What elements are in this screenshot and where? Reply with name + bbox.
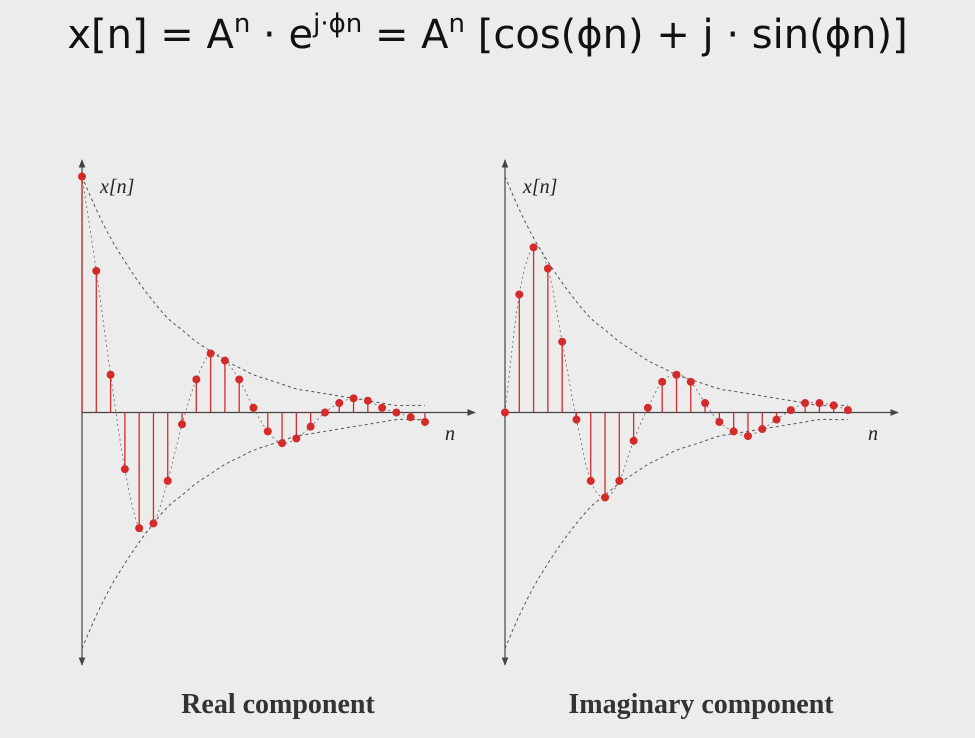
stem-marker: [320, 408, 329, 417]
stem-marker: [558, 337, 567, 346]
formula: x[n] = An · ej·ϕn = An [cos(ϕn) + j · si…: [0, 9, 975, 58]
x-axis-label: n: [868, 423, 878, 445]
formula-part: · e: [250, 12, 314, 58]
formula-part: [cos(ϕn) + j · sin(ϕn)]: [465, 12, 908, 58]
formula-superscript: n: [233, 9, 251, 39]
stem-marker: [672, 370, 681, 379]
stem-marker: [543, 264, 552, 273]
stem-marker: [529, 243, 538, 252]
stem-marker: [106, 370, 115, 379]
stem-marker: [392, 408, 401, 417]
formula-superscript: j·ϕn: [313, 9, 363, 39]
stem-marker: [292, 434, 301, 443]
stem-marker: [758, 425, 767, 434]
stem-marker: [92, 266, 101, 275]
y-axis-label: x[n]: [99, 176, 134, 198]
stem-marker: [786, 406, 795, 415]
stem-marker: [178, 420, 187, 429]
stem-marker: [601, 493, 610, 502]
stem-marker: [801, 399, 810, 408]
stem-marker: [378, 403, 387, 412]
formula-superscript: n: [448, 9, 466, 39]
formula-part: x[n] = A: [67, 12, 234, 58]
envelope-lower: [81, 418, 425, 649]
stem-marker: [163, 476, 172, 485]
stem-marker: [615, 476, 624, 485]
stem-marker: [278, 439, 287, 448]
stem-marker: [420, 417, 429, 426]
stem-marker: [206, 349, 215, 358]
envelope-lower: [504, 418, 848, 649]
stem-marker: [729, 427, 738, 436]
stem-marker: [715, 417, 724, 426]
stem-marker: [249, 403, 258, 412]
y-axis-label: x[n]: [522, 176, 557, 198]
stem-marker: [586, 476, 595, 485]
chart-title: Imaginary component: [568, 689, 834, 720]
stem-marker: [515, 290, 524, 299]
stem-marker: [263, 427, 272, 436]
stem-marker: [235, 375, 244, 384]
stem-marker: [406, 413, 415, 422]
stem-marker: [572, 415, 581, 424]
chart-title: Real component: [181, 689, 375, 720]
stem-marker: [306, 422, 315, 431]
stem-marker: [701, 399, 710, 408]
stem-marker: [843, 406, 852, 415]
stem-marker: [192, 375, 201, 384]
stem-marker: [349, 394, 358, 403]
stem-marker: [120, 465, 129, 474]
stem-marker: [772, 415, 781, 424]
stem-marker: [629, 436, 638, 445]
x-axis-label: n: [445, 423, 455, 445]
stem-marker: [501, 408, 509, 417]
stem-marker: [149, 519, 158, 528]
stem-marker: [658, 377, 667, 386]
stem-marker: [78, 172, 86, 181]
stem-marker: [686, 377, 695, 386]
stem-marker: [135, 524, 144, 533]
stem-marker: [743, 432, 752, 441]
envelope-upper: [81, 176, 425, 407]
envelope-upper: [504, 176, 848, 407]
formula-part: = A: [362, 12, 449, 58]
stem-marker: [335, 399, 344, 408]
stem-marker: [815, 399, 824, 408]
sample-curve: [81, 176, 426, 534]
stem-marker: [643, 403, 652, 412]
stem-marker: [363, 396, 372, 405]
stem-marker: [829, 401, 838, 410]
stem-marker: [220, 356, 229, 365]
